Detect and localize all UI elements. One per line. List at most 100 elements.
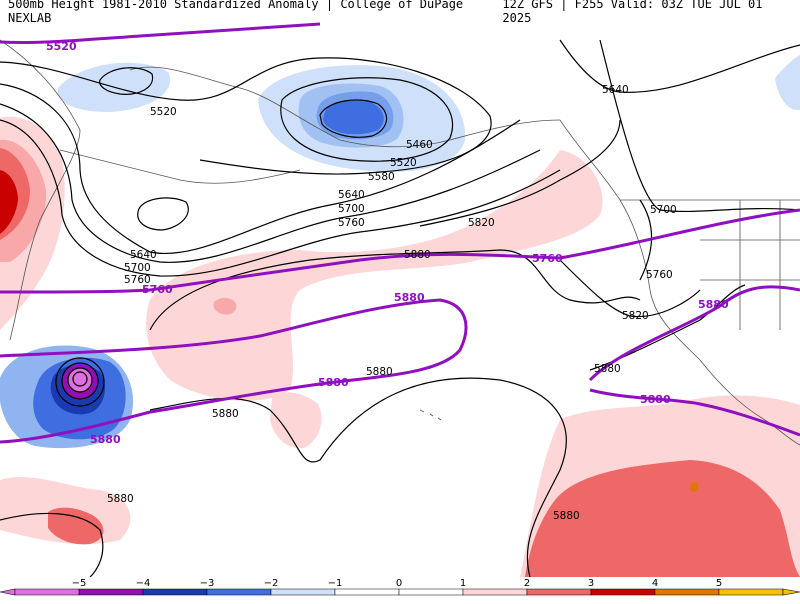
alaska-coast — [129, 66, 561, 148]
climatology-contours — [0, 22, 800, 444]
label-5520-alaska: 5520 — [390, 157, 417, 169]
label-5880-center: 5880 — [404, 249, 431, 261]
colorbar-tick-1: 1 — [460, 578, 466, 589]
purple-contour-labels: 5520 5760 5760 5880 5880 5880 5880 5880 — [46, 40, 729, 446]
contour-5640-ne — [559, 39, 800, 93]
purple-5880-east — [588, 285, 800, 382]
colorbar-seg-zero-neg — [334, 588, 400, 596]
contour-5460-alaska — [319, 99, 388, 138]
contour-5760 — [0, 119, 561, 277]
storm-contour-3 — [67, 367, 93, 393]
label-5760-west: 5760 — [124, 274, 151, 286]
label-5760-coast: 5760 — [646, 269, 673, 281]
contour-5700-ne — [599, 39, 800, 213]
contour-5640 — [0, 83, 521, 254]
contour-5580 — [0, 57, 492, 175]
label-5700-ne: 5700 — [650, 204, 677, 216]
contour-5760-coast — [639, 199, 653, 281]
storm-contour-2 — [61, 362, 99, 400]
colorbar-svg: −5 −4 −3 −2 −1 0 1 2 3 4 5 — [0, 578, 800, 596]
colorbar-ticks: −5 −4 −3 −2 −1 0 1 2 3 4 5 — [72, 578, 723, 589]
purple-label-5880-top: 5880 — [394, 291, 425, 304]
purple-5760-west — [0, 258, 361, 294]
colorbar-tick-neg4: −4 — [136, 578, 151, 589]
purple-label-5760-west: 5760 — [142, 283, 173, 296]
contour-5520-nw-low — [99, 67, 154, 95]
label-5700-west: 5700 — [124, 262, 151, 274]
label-5880-mid: 5880 — [366, 366, 393, 378]
anomaly-map: 5520 5460 5520 5580 5640 5700 5760 5640 … — [0, 22, 800, 578]
colorbar-seg-neg3 — [142, 588, 208, 596]
pos-anomaly-west-core — [0, 170, 18, 234]
label-5880-sw: 5880 — [107, 493, 134, 505]
colorbar-tick-neg1: −1 — [328, 578, 343, 589]
storm-contour-4 — [72, 371, 88, 387]
purple-5880-top — [0, 298, 468, 444]
purple-label-5880-ne: 5880 — [698, 298, 729, 311]
colorbar-seg-neg5 — [14, 588, 80, 596]
colorbar: −5 −4 −3 −2 −1 0 1 2 3 4 5 — [0, 577, 800, 600]
colorbar-seg-pos2 — [526, 588, 592, 596]
label-5820-coast: 5820 — [622, 310, 649, 322]
contour-5700 — [0, 103, 541, 263]
colorbar-tick-neg2: −2 — [264, 578, 279, 589]
neg-anomaly-storm-eye — [68, 368, 92, 392]
colorbar-tick-4: 4 — [652, 578, 658, 589]
purple-label-5760-east: 5760 — [532, 252, 563, 265]
purple-5880-se — [589, 388, 800, 437]
colorbar-seg-pos1 — [462, 588, 528, 596]
purple-5520 — [0, 22, 321, 45]
contour-5520-alaska — [280, 77, 454, 162]
pacific-nw-coast — [559, 119, 800, 446]
purple-5760-east — [359, 208, 800, 262]
colorbar-tick-3: 3 — [588, 578, 594, 589]
colorbar-seg-neg4 — [78, 588, 144, 596]
label-5880-south: 5880 — [212, 408, 239, 420]
storm-contour-1 — [55, 357, 105, 407]
colorbar-arrow-left — [0, 588, 16, 596]
pos-anomaly-south-mid — [270, 392, 322, 449]
colorbar-seg-pos3 — [590, 588, 656, 596]
neg-anomaly-alaska-core — [323, 100, 384, 135]
pos-anomaly-spot — [213, 297, 237, 315]
label-5580: 5580 — [368, 171, 395, 183]
colorbar-tick-2: 2 — [524, 578, 530, 589]
header-run-info: 12Z GFS | F255 Valid: 03Z TUE JUL 01 202… — [502, 0, 763, 25]
anomaly-shading — [0, 55, 800, 577]
pos-anomaly-central-band — [146, 150, 603, 401]
hawaii-islands — [419, 409, 442, 421]
colorbar-seg-pos4 — [654, 588, 720, 596]
label-5760-center: 5760 — [338, 217, 365, 229]
neg-anomaly-ne — [775, 55, 800, 111]
label-5880-east: 5880 — [594, 363, 621, 375]
colorbar-tick-neg3: −3 — [200, 578, 215, 589]
colorbar-tick-0: 0 — [396, 578, 402, 589]
header-title: 500mb Height 1981-2010 Standardized Anom… — [8, 0, 464, 25]
purple-label-5880-se: 5880 — [640, 393, 671, 406]
label-5640-center: 5640 — [338, 189, 365, 201]
colorbar-seg-neg1 — [270, 588, 336, 596]
map-area: 5520 5460 5520 5580 5640 5700 5760 5640 … — [0, 22, 800, 578]
label-5640-west: 5640 — [130, 249, 157, 261]
pos-anomaly-se-orange — [690, 481, 698, 493]
coastlines — [0, 39, 800, 446]
aleutian-chain — [59, 149, 301, 184]
label-5880-se-south: 5880 — [553, 510, 580, 522]
colorbar-tick-5: 5 — [716, 578, 722, 589]
label-5520-nw: 5520 — [150, 106, 177, 118]
purple-label-5520: 5520 — [46, 40, 77, 53]
colorbar-seg-zero-pos — [398, 588, 464, 596]
label-5820-center: 5820 — [468, 217, 495, 229]
colorbar-arrow-right — [782, 588, 800, 596]
contour-5880-south — [0, 512, 104, 578]
us-state-lines — [700, 200, 800, 330]
label-5460: 5460 — [406, 139, 433, 151]
pos-anomaly-se-mid — [525, 460, 800, 577]
asia-coast — [0, 39, 81, 341]
map-header: 500mb Height 1981-2010 Standardized Anom… — [0, 0, 800, 25]
purple-label-5880-west: 5880 — [90, 433, 121, 446]
colorbar-seg-pos5 — [718, 588, 784, 596]
contour-5880-central — [149, 377, 567, 578]
colorbar-segments — [14, 588, 784, 596]
colorbar-seg-neg2 — [206, 588, 272, 596]
